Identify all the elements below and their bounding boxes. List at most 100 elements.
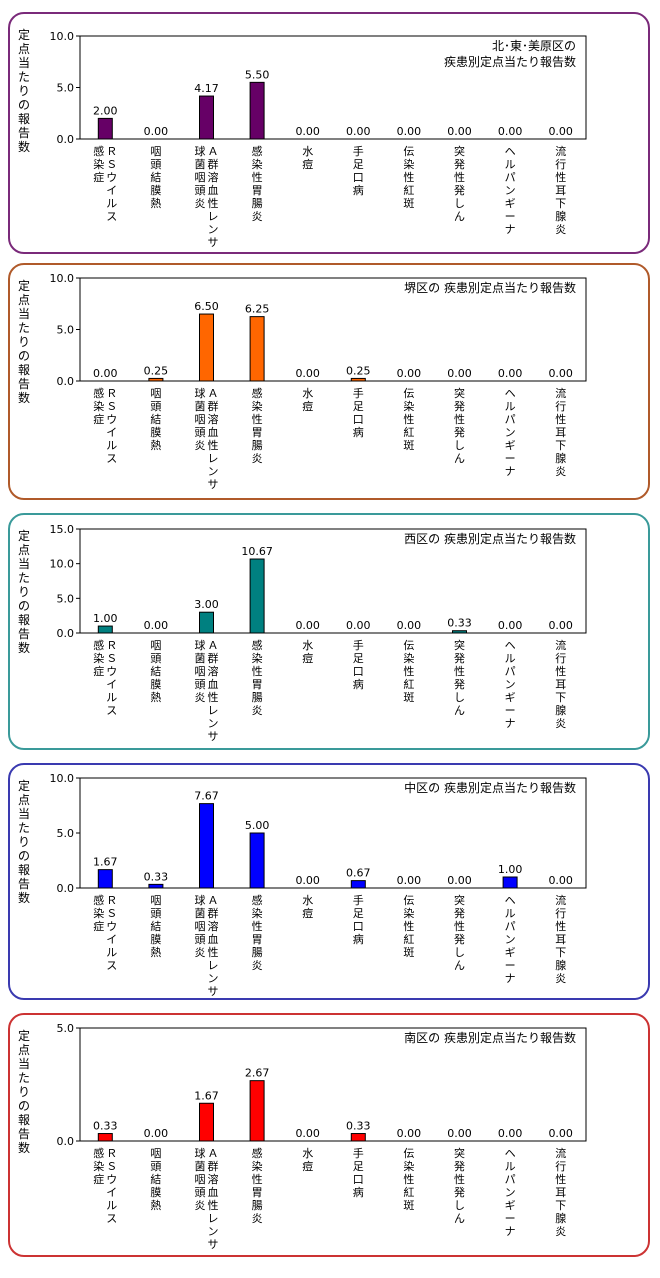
category-label-char: 咽	[150, 387, 161, 400]
category-label-char: 行	[555, 400, 566, 413]
category-label-char: イ	[106, 184, 117, 197]
category-label-char: ス	[106, 452, 117, 465]
bar	[350, 377, 366, 382]
category-label-char: 腸	[252, 1199, 263, 1212]
category-label-char: 血	[208, 183, 219, 197]
category-label-char: 菌	[195, 907, 206, 920]
category-label-char: 斑	[403, 1199, 414, 1212]
plot-area	[79, 277, 587, 382]
category-label-char: 発	[454, 1185, 465, 1199]
category-label-char: 性	[555, 1172, 566, 1186]
category-label-char: 結	[150, 170, 161, 184]
category-label-char: Ａ	[208, 894, 219, 907]
category-label-char: 性	[208, 945, 219, 959]
category-label-char: 腺	[555, 1211, 566, 1225]
category-label-char: ン	[208, 223, 219, 236]
category-label-char: ン	[505, 933, 516, 946]
chart-panel: 定点当たりの報告数 0.0 5.0 南区の 疾患別定点当たり報告数 0.33 Ｒ Ｓ ウイルス…	[8, 1013, 650, 1257]
data-label: 0.00	[295, 619, 320, 632]
category-label-char: 足	[353, 652, 364, 665]
y-tick-label: 5.0	[57, 82, 75, 95]
category-label-char: 染	[252, 399, 263, 413]
category-label-char: ウ	[106, 1173, 117, 1186]
category-label-char: 足	[353, 158, 364, 171]
category-label-char: サ	[208, 1238, 219, 1251]
category-label-char: 腺	[555, 703, 566, 717]
category-label-char: 性	[208, 438, 219, 452]
category-label-char: 性	[454, 170, 465, 184]
y-axis-label: 定点当たりの報告数	[18, 1029, 31, 1155]
category-label-char: 行	[555, 907, 566, 920]
category-label-char: 咽	[195, 413, 206, 426]
category-label-char: 頭	[150, 652, 161, 665]
data-label: 0.00	[548, 1127, 573, 1140]
category-label-char: 斑	[403, 197, 414, 210]
category-label-char: 流	[555, 638, 566, 652]
category-label-char: 染	[403, 1159, 414, 1173]
data-label: 3.00	[194, 598, 219, 611]
chart-title: 南区の 疾患別定点当たり報告数	[404, 1030, 576, 1045]
category-label-char: 咽	[195, 920, 206, 933]
plot-area	[79, 35, 587, 140]
category-label-char: Ａ	[208, 387, 219, 400]
category-label-char: 腸	[252, 691, 263, 704]
category-label-char: 発	[454, 425, 465, 439]
category-label-char: Ａ	[208, 1147, 219, 1160]
category-label-char: 性	[252, 664, 263, 678]
category-label-char: 発	[454, 399, 465, 413]
category-label-char: ル	[505, 158, 516, 171]
category-label-char: 性	[403, 919, 414, 933]
category-label-char: 口	[353, 920, 364, 933]
category-label-char: 頭	[195, 426, 206, 439]
category-label-char: Ａ	[208, 639, 219, 652]
category-label-char: 球	[195, 893, 206, 907]
category-label-char: 性	[454, 664, 465, 678]
category-label-char: 膜	[150, 426, 161, 439]
category-label-char: パ	[505, 171, 516, 184]
data-label: 0.67	[346, 867, 371, 880]
data-label: 0.00	[295, 367, 320, 380]
category-label-char: ナ	[505, 717, 516, 730]
category-label-char: 症	[93, 919, 104, 933]
data-label: 5.50	[245, 68, 270, 81]
category-label-char: サ	[208, 478, 219, 491]
category-label-char: 染	[93, 399, 104, 413]
category-label-char: ン	[505, 678, 516, 691]
category-label-char: ス	[106, 704, 117, 717]
category-label-char: ウ	[106, 665, 117, 678]
category-label-char: 水	[302, 387, 313, 400]
bar	[199, 1102, 214, 1142]
category-label-char: 流	[555, 893, 566, 907]
y-tick-label: 0.0	[57, 375, 75, 388]
category-label-char: 染	[93, 1159, 104, 1173]
category-label-char: 炎	[252, 704, 263, 717]
data-label: 0.00	[447, 874, 472, 887]
bar	[249, 81, 265, 140]
category-label-char: 突	[454, 638, 465, 652]
category-label-char: 性	[555, 170, 566, 184]
category-label-char: 咽	[195, 665, 206, 678]
category-label-char: 発	[454, 157, 465, 171]
category-label-char: 胃	[252, 678, 263, 691]
category-label-char: ル	[106, 1199, 117, 1212]
category-label-char: レ	[208, 452, 219, 465]
category-label-char: 性	[454, 1172, 465, 1186]
category-label-char: パ	[505, 413, 516, 426]
category-label-char: 溶	[208, 412, 219, 426]
data-label: 0.00	[397, 125, 422, 138]
bar	[249, 316, 265, 382]
category-label-char: Ｓ	[106, 158, 117, 171]
y-tick-label: 15.0	[50, 523, 75, 536]
category-label-char: 手	[353, 638, 364, 652]
category-label-char: 症	[93, 664, 104, 678]
y-axis-label: 定点当たりの報告数	[18, 279, 31, 405]
category-label-char: 腸	[252, 197, 263, 210]
data-label: 0.00	[346, 619, 371, 632]
category-label-char: 結	[150, 919, 161, 933]
category-label-char: 感	[93, 894, 104, 907]
category-label-char: パ	[505, 665, 516, 678]
y-tick-label: 5.0	[57, 827, 75, 840]
category-label-char: Ｒ	[106, 639, 117, 652]
data-label: 0.00	[397, 619, 422, 632]
category-label-char: ー	[505, 210, 516, 223]
